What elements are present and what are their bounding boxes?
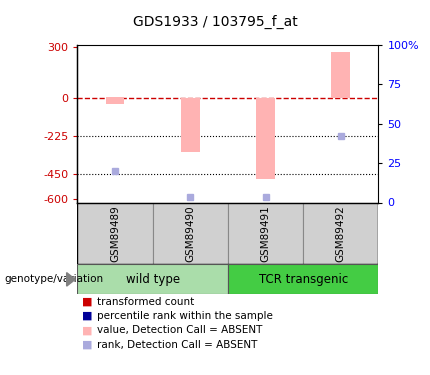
Bar bbox=[228, 264, 378, 294]
Bar bbox=[77, 264, 228, 294]
Text: ■: ■ bbox=[82, 311, 92, 321]
Text: GSM89491: GSM89491 bbox=[261, 206, 270, 262]
Text: GDS1933 / 103795_f_at: GDS1933 / 103795_f_at bbox=[132, 15, 298, 29]
Bar bbox=[153, 202, 228, 264]
Text: GSM89489: GSM89489 bbox=[110, 206, 120, 262]
Text: ■: ■ bbox=[82, 297, 92, 307]
Text: TCR transgenic: TCR transgenic bbox=[258, 273, 348, 286]
Bar bbox=[332, 52, 350, 98]
Text: GSM89490: GSM89490 bbox=[185, 206, 195, 262]
Text: rank, Detection Call = ABSENT: rank, Detection Call = ABSENT bbox=[97, 340, 257, 350]
Text: GSM89492: GSM89492 bbox=[336, 206, 346, 262]
Bar bbox=[106, 98, 124, 104]
Bar bbox=[256, 98, 275, 179]
Bar bbox=[303, 202, 378, 264]
Bar bbox=[77, 202, 153, 264]
Text: ■: ■ bbox=[82, 326, 92, 335]
Text: genotype/variation: genotype/variation bbox=[4, 274, 104, 284]
Text: percentile rank within the sample: percentile rank within the sample bbox=[97, 311, 273, 321]
Bar bbox=[228, 202, 303, 264]
Text: value, Detection Call = ABSENT: value, Detection Call = ABSENT bbox=[97, 326, 262, 335]
Text: ■: ■ bbox=[82, 340, 92, 350]
Bar bbox=[181, 98, 200, 152]
Text: wild type: wild type bbox=[126, 273, 180, 286]
Text: transformed count: transformed count bbox=[97, 297, 194, 307]
